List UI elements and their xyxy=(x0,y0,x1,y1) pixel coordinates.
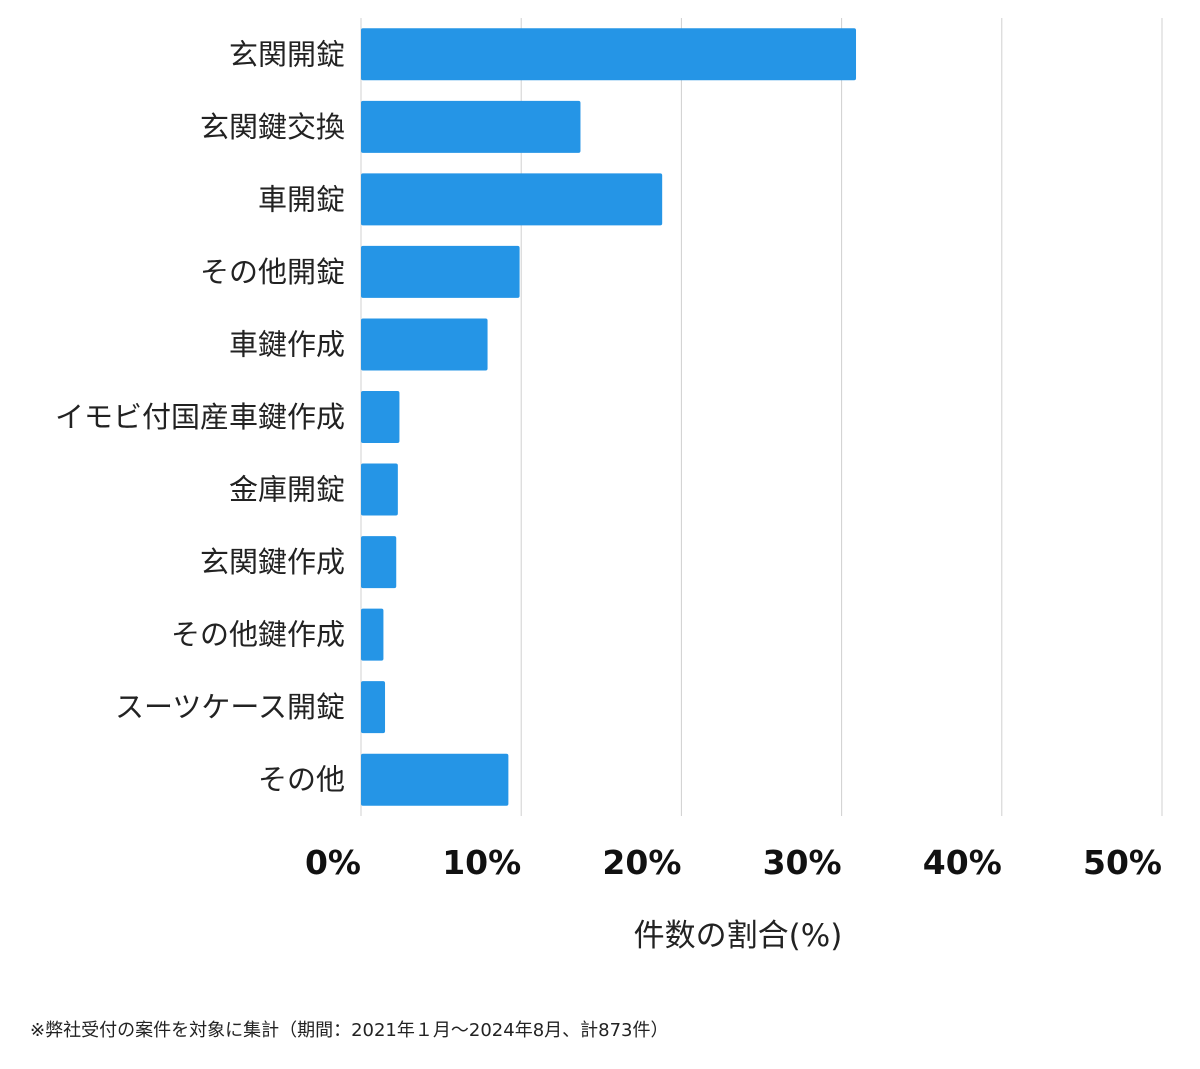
bar xyxy=(361,753,509,806)
x-tick-label: 50% xyxy=(1083,843,1162,882)
bar xyxy=(361,245,520,298)
bar xyxy=(361,391,400,443)
category-label: その他 xyxy=(258,763,345,797)
bar xyxy=(361,608,384,661)
footnote: ※弊社受付の案件を対象に集計（期間：2021年１月〜2024年8月、計873件） xyxy=(30,1020,669,1041)
category-label: その他開錠 xyxy=(200,255,345,289)
x-tick-label: 0% xyxy=(305,843,361,882)
x-tick-label: 40% xyxy=(923,843,1002,882)
x-tick-label: 30% xyxy=(763,843,842,882)
category-label: 玄関鍵交換 xyxy=(200,110,345,144)
category-label: 玄関鍵作成 xyxy=(200,545,345,579)
category-label: イモビ付国産車鍵作成 xyxy=(55,400,345,434)
category-label: スーツケース開錠 xyxy=(115,690,345,724)
category-label: 玄関開錠 xyxy=(229,37,345,71)
x-tick-label: 20% xyxy=(602,843,681,882)
bar xyxy=(361,173,663,226)
bar xyxy=(361,681,386,734)
bar xyxy=(361,100,581,153)
x-tick-label: 10% xyxy=(442,843,521,882)
category-label: 車開錠 xyxy=(258,182,345,216)
bar xyxy=(361,536,397,589)
bar xyxy=(361,28,857,81)
x-axis-label: 件数の割合(%) xyxy=(634,918,843,954)
bar-chart: 0% 10% 20% 30% 40% 50% 玄関開錠玄関鍵交換車開錠その他開錠車鍵作成イモ… xyxy=(55,18,1163,954)
category-label: 車鍵作成 xyxy=(229,327,345,361)
category-label: 金庫開錠 xyxy=(229,473,345,507)
bar xyxy=(361,318,488,371)
category-label: その他鍵作成 xyxy=(171,618,345,652)
bar xyxy=(361,463,398,516)
